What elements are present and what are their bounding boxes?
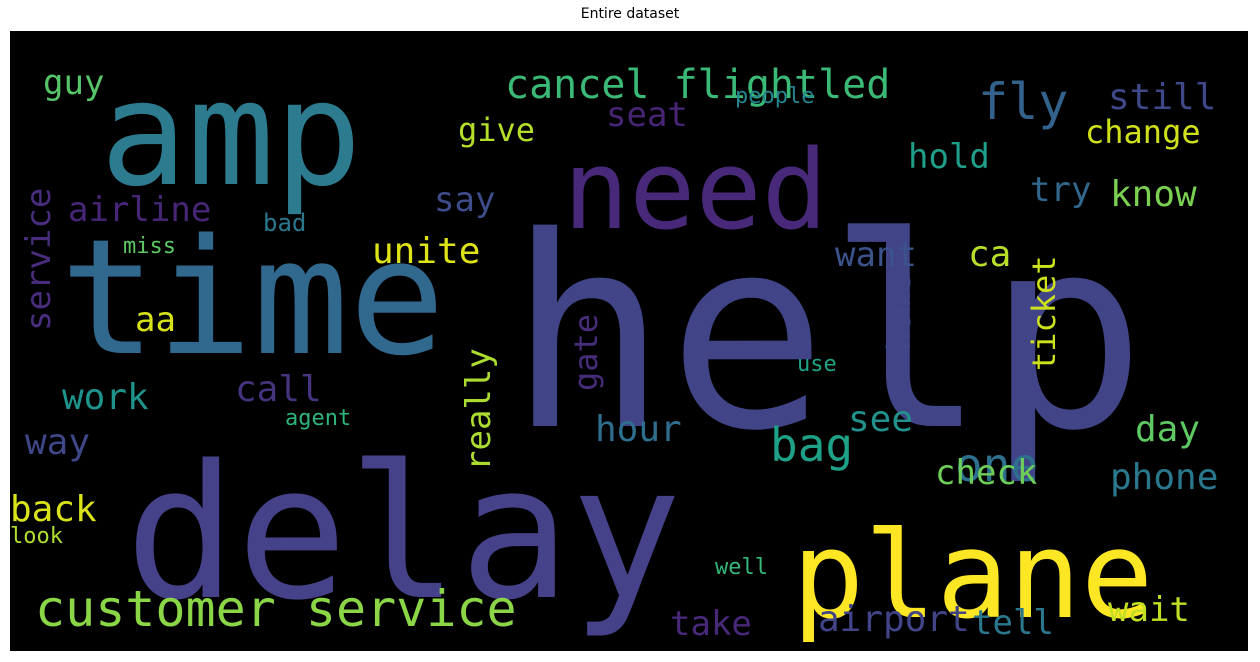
- word-way: way: [25, 422, 90, 463]
- word-hour: hour: [595, 409, 682, 450]
- word-home: home: [880, 274, 918, 351]
- word-hold: hold: [908, 137, 990, 177]
- word-use: use: [797, 352, 837, 377]
- word-plane: plane: [792, 507, 1153, 646]
- wordcloud-frame: help time delay amp need plane customer servic…: [10, 31, 1248, 651]
- word-service: service: [19, 188, 59, 331]
- word-tell: tell: [972, 603, 1054, 643]
- word-change: change: [1085, 113, 1201, 151]
- word-call: call: [235, 369, 322, 410]
- word-miss: miss: [123, 234, 176, 259]
- word-seat: seat: [606, 95, 688, 135]
- word-check: check: [935, 453, 1037, 493]
- word-fly: fly: [978, 73, 1068, 131]
- word-unite: unite: [372, 231, 480, 272]
- word-need: need: [563, 126, 828, 254]
- wordcloud: help time delay amp need plane customer servic…: [10, 31, 1248, 651]
- chart-title: Entire dataset: [580, 6, 680, 22]
- word-cancel-flightled: cancel flightled: [505, 62, 890, 108]
- word-back: back: [10, 489, 97, 530]
- word-people: people: [735, 84, 814, 109]
- word-agent: agent: [285, 406, 351, 431]
- word-one: one: [955, 438, 1038, 492]
- word-airline: airline: [68, 190, 211, 230]
- word-gate: gate: [567, 314, 605, 391]
- word-delay: delay: [125, 425, 682, 641]
- word-help: help: [508, 181, 1146, 489]
- word-guy: guy: [43, 63, 104, 103]
- word-still: still: [1108, 77, 1216, 118]
- word-wait: wait: [1108, 590, 1190, 630]
- word-know: know: [1110, 174, 1197, 215]
- word-well: well: [715, 555, 768, 580]
- word-really: really: [459, 348, 499, 471]
- word-phone: phone: [1110, 457, 1218, 498]
- word-say: say: [434, 180, 495, 220]
- word-amp: amp: [100, 50, 362, 219]
- word-bag: bag: [770, 418, 853, 472]
- word-try: try: [1030, 170, 1091, 210]
- word-ticket: ticket: [1025, 255, 1063, 371]
- word-want: want: [835, 235, 917, 275]
- wordcloud-background: [10, 31, 1248, 651]
- word-see: see: [848, 399, 913, 440]
- word-customer-service: customer service: [35, 580, 517, 638]
- word-day: day: [1135, 409, 1200, 450]
- word-time: time: [60, 204, 445, 391]
- word-aa: aa: [135, 300, 176, 340]
- word-airport: airport: [818, 599, 970, 640]
- word-take: take: [670, 604, 752, 644]
- word-give: give: [458, 111, 535, 149]
- word-look: look: [10, 524, 63, 549]
- word-ca: ca: [968, 234, 1011, 275]
- word-bad: bad: [263, 209, 306, 237]
- word-work: work: [62, 377, 149, 418]
